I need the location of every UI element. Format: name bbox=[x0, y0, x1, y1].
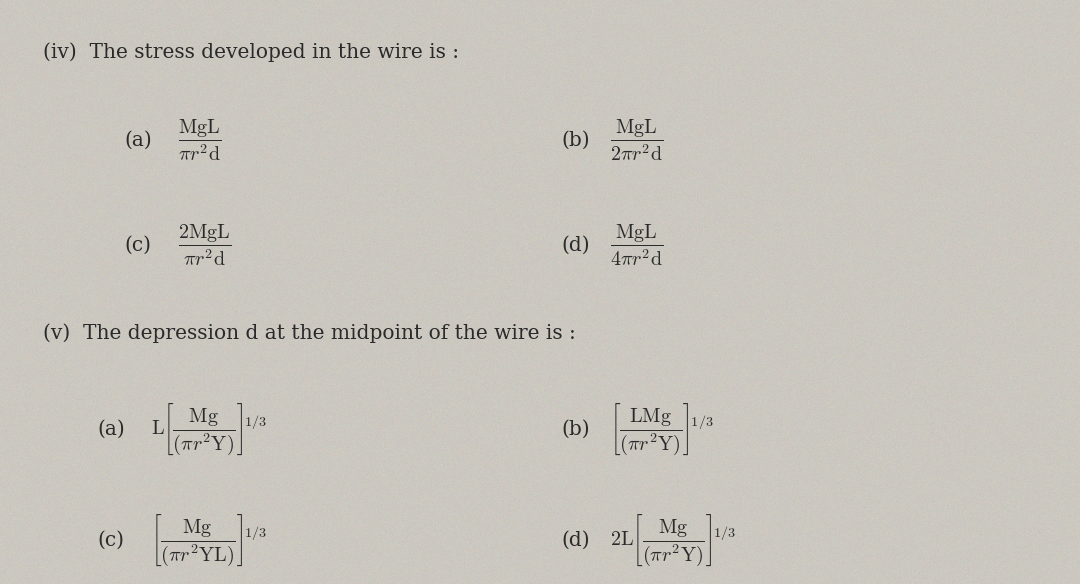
Text: $\mathrm{L}\left[\dfrac{\mathrm{Mg}}{(\pi r^{2}\mathrm{Y})}\right]^{\!1/3}$: $\mathrm{L}\left[\dfrac{\mathrm{Mg}}{(\p… bbox=[151, 402, 268, 457]
Text: (d): (d) bbox=[562, 531, 591, 550]
Text: $2\mathrm{L}\left[\dfrac{\mathrm{Mg}}{(\pi r^{2}\mathrm{Y})}\right]^{\!1/3}$: $2\mathrm{L}\left[\dfrac{\mathrm{Mg}}{(\… bbox=[610, 513, 737, 568]
Text: $\dfrac{\mathrm{MgL}}{4\pi r^{2}\mathrm{d}}$: $\dfrac{\mathrm{MgL}}{4\pi r^{2}\mathrm{… bbox=[610, 223, 663, 268]
Text: $\dfrac{\mathrm{MgL}}{2\pi r^{2}\mathrm{d}}$: $\dfrac{\mathrm{MgL}}{2\pi r^{2}\mathrm{… bbox=[610, 117, 663, 163]
Text: $\dfrac{\mathrm{MgL}}{\pi r^{2}\mathrm{d}}$: $\dfrac{\mathrm{MgL}}{\pi r^{2}\mathrm{d… bbox=[178, 117, 221, 163]
Text: (b): (b) bbox=[562, 420, 591, 439]
Text: (a): (a) bbox=[124, 131, 152, 150]
Text: $\dfrac{2\mathrm{MgL}}{\pi r^{2}\mathrm{d}}$: $\dfrac{2\mathrm{MgL}}{\pi r^{2}\mathrm{… bbox=[178, 223, 231, 268]
Text: (c): (c) bbox=[97, 531, 124, 550]
Text: (v)  The depression d at the midpoint of the wire is :: (v) The depression d at the midpoint of … bbox=[43, 323, 576, 343]
Text: (a): (a) bbox=[97, 420, 125, 439]
Text: (iv)  The stress developed in the wire is :: (iv) The stress developed in the wire is… bbox=[43, 43, 459, 62]
Text: $\left[\dfrac{\mathrm{LMg}}{(\pi r^{2}\mathrm{Y})}\right]^{\!1/3}$: $\left[\dfrac{\mathrm{LMg}}{(\pi r^{2}\m… bbox=[610, 402, 714, 457]
Text: (c): (c) bbox=[124, 236, 151, 255]
Text: (b): (b) bbox=[562, 131, 591, 150]
Text: (d): (d) bbox=[562, 236, 591, 255]
Text: $\left[\dfrac{\mathrm{Mg}}{(\pi r^{2}\mathrm{YL})}\right]^{\!1/3}$: $\left[\dfrac{\mathrm{Mg}}{(\pi r^{2}\ma… bbox=[151, 513, 268, 568]
